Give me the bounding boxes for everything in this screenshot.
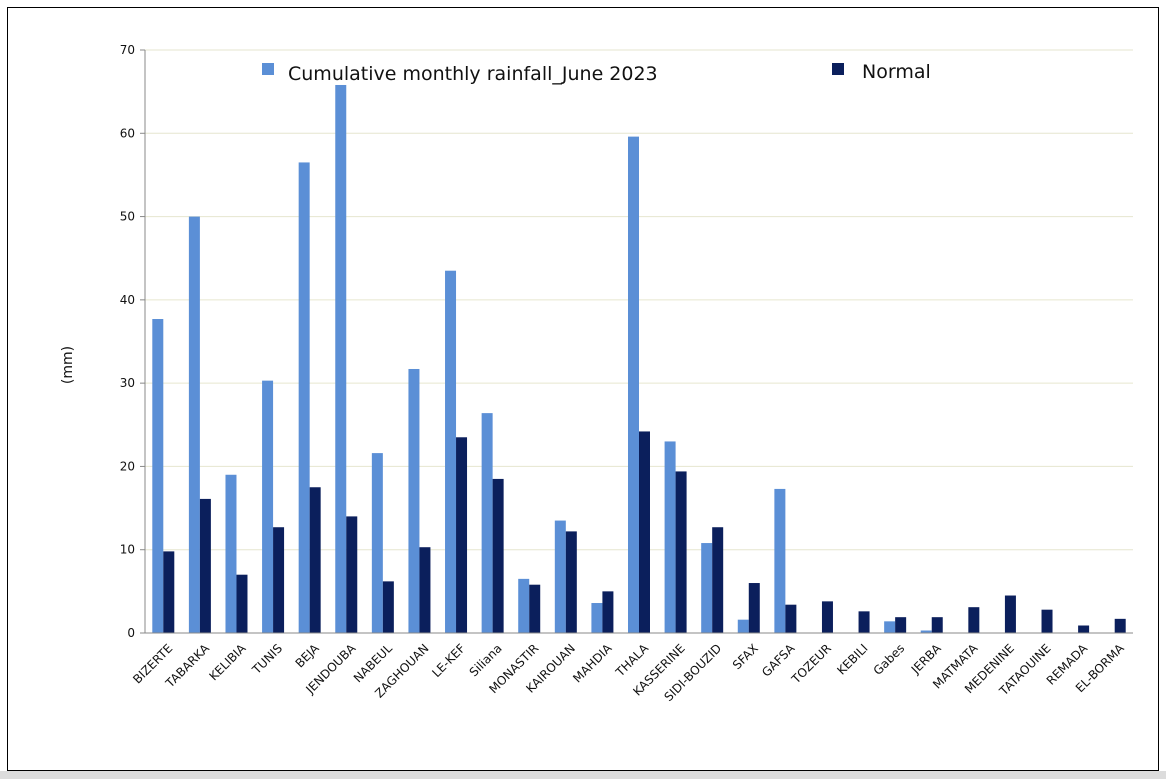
bars	[152, 84, 1126, 634]
legend-swatch-rainfall	[262, 63, 274, 75]
bar-normal-tataouine	[1041, 609, 1053, 633]
bar-normal-beja	[309, 487, 321, 633]
bar-normal-tabarka	[199, 498, 211, 633]
bar-normal-kairouan	[565, 531, 577, 633]
x-tick-label: SFAX	[730, 641, 761, 672]
bar-rainfall-thala	[628, 136, 639, 634]
bar-rainfall-sfax	[737, 619, 749, 633]
bar-normal-jendouba	[346, 516, 358, 633]
bar-rainfall-sidi-bouzid	[701, 543, 713, 633]
x-tick-label: TUNIS	[249, 641, 285, 677]
y-tick-label: 0	[127, 626, 135, 640]
legend: Cumulative monthly rainfall_June 2023 No…	[262, 61, 931, 85]
y-axis-ticks: 0 10 20 30 40 50 60 70	[120, 43, 145, 640]
bar-rainfall-siliana	[481, 413, 493, 633]
y-axis-label: (mm)	[60, 346, 76, 384]
y-tick-label: 50	[120, 210, 135, 224]
bar-normal-bizerte	[163, 551, 175, 633]
bar-normal-zaghouan	[419, 547, 431, 633]
bar-rainfall-kasserine	[664, 441, 676, 633]
bar-normal-el-borma	[1114, 618, 1126, 633]
bar-normal-sidi-bouzid	[712, 527, 724, 633]
x-tick-label: Gabes	[871, 641, 908, 678]
bar-rainfall-kelibia	[225, 474, 237, 633]
bar-rainfall-gabes	[884, 621, 896, 633]
bottom-strip	[0, 771, 1166, 779]
bar-rainfall-zaghouan	[408, 368, 420, 633]
bar-rainfall-le-kef	[445, 270, 457, 633]
y-tick-label: 40	[120, 293, 135, 307]
bar-rainfall-beja	[298, 162, 310, 633]
bar-normal-le-kef	[456, 437, 468, 633]
y-tick-label: 60	[120, 126, 135, 140]
bar-normal-remada	[1078, 625, 1090, 633]
bar-normal-matmata	[968, 607, 980, 633]
legend-swatch-normal	[832, 63, 844, 75]
bar-rainfall-bizerte	[152, 319, 164, 633]
x-tick-label: KELIBIA	[206, 641, 249, 684]
bar-normal-kelibia	[236, 574, 248, 633]
bar-rainfall-kairouan	[554, 520, 566, 633]
x-tick-label: MAHDIA	[570, 641, 615, 686]
bar-normal-monastir	[529, 584, 541, 633]
bar-rainfall-tabarka	[188, 216, 200, 634]
x-tick-label: LE-KEF	[429, 641, 468, 680]
bar-rainfall-monastir	[518, 578, 530, 633]
bar-normal-kasserine	[675, 471, 687, 633]
bar-rainfall-nabeul	[371, 453, 383, 633]
bar-rainfall-gafsa	[774, 488, 786, 633]
bar-normal-thala	[639, 431, 650, 633]
bar-normal-tozeur	[821, 601, 833, 633]
bar-normal-kebili	[858, 611, 870, 633]
y-tick-label: 20	[120, 459, 135, 473]
y-tick-label: 70	[120, 43, 135, 57]
bar-normal-nabeul	[382, 581, 394, 633]
legend-label-rainfall: Cumulative monthly rainfall_June 2023	[288, 63, 658, 85]
legend-label-normal: Normal	[862, 61, 931, 83]
bar-normal-sfax	[748, 583, 760, 633]
bar-normal-jerba	[931, 617, 943, 633]
x-tick-label: KEBILI	[834, 641, 870, 677]
y-tick-label: 10	[120, 543, 135, 557]
bar-rainfall-jendouba	[335, 84, 347, 634]
x-tick-label: BEJA	[293, 641, 323, 671]
bar-normal-mahdia	[602, 591, 614, 633]
y-tick-label: 30	[120, 376, 135, 390]
bar-normal-gabes	[895, 617, 907, 633]
bar-rainfall-tunis	[262, 380, 274, 633]
bar-normal-gafsa	[785, 604, 797, 633]
bar-normal-medenine	[1004, 595, 1016, 633]
bar-normal-tunis	[273, 527, 285, 633]
bar-normal-siliana	[492, 478, 504, 633]
x-tick-label: TOZEUR	[788, 641, 834, 687]
bar-rainfall-mahdia	[591, 603, 603, 633]
bar-rainfall-jerba	[920, 630, 932, 633]
